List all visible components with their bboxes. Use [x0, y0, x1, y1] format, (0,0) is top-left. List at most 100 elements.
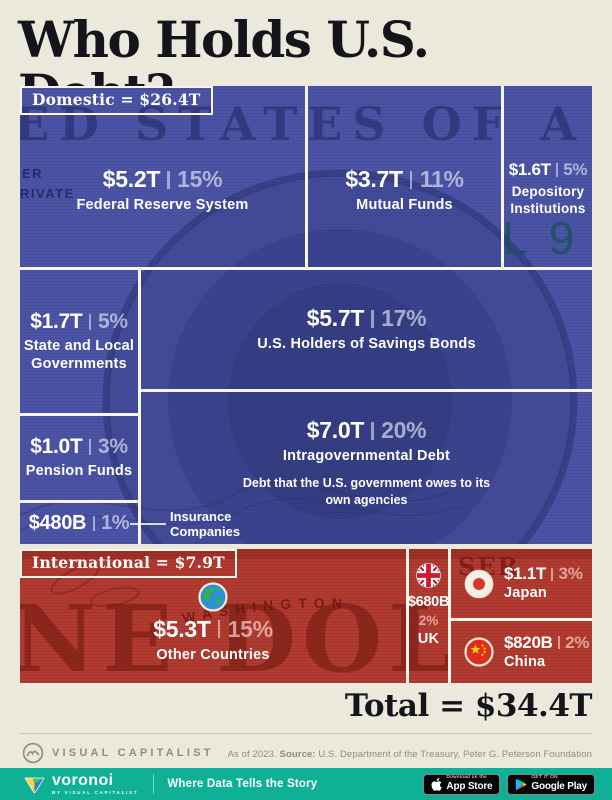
value-separator — [556, 163, 558, 177]
cell-value: $3.7T — [345, 166, 403, 193]
domestic-group-label: Domestic = $26.4T — [20, 86, 213, 115]
cell-label: Other Countries — [156, 646, 270, 663]
voronoi-name: voronoi — [52, 771, 114, 789]
texture-top-letters: ED STATES OF A — [20, 97, 586, 151]
cell-note: Debt that the U.S. government owes to it… — [242, 475, 491, 507]
app-store-badge[interactable]: Download on the App Store — [423, 773, 501, 795]
voronoi-brand: voronoi BY VISUAL CAPITALIST — [24, 771, 139, 796]
total-label: Total = $34.4T — [344, 688, 593, 724]
cell-value: $480B — [28, 512, 87, 534]
voronoi-subtitle: BY VISUAL CAPITALIST — [52, 789, 139, 795]
cell-label: Federal Reserve System — [76, 197, 249, 214]
visual-capitalist-brand: VISUAL CAPITALIST — [22, 742, 214, 764]
treemap-cell-mutual-funds: $3.7T 11% Mutual Funds — [308, 86, 501, 267]
cell-percent: 11% — [419, 166, 464, 193]
insurance-callout-label: Insurance Companies — [170, 509, 241, 540]
app-store-badge-top: Download on the — [446, 775, 487, 781]
texture-left-word-2: RIVATE — [20, 186, 75, 201]
treemap-cell-pension-funds: $1.0T 3% Pension Funds — [20, 416, 138, 500]
treemap-divider — [20, 267, 592, 270]
voronoi-logo — [24, 777, 45, 793]
treemap-divider — [138, 270, 141, 544]
treemap-divider — [20, 500, 138, 503]
cell-percent: 2% — [565, 632, 590, 652]
treemap-cell-savings-bonds: $5.7T 17% U.S. Holders of Savings Bonds — [141, 270, 592, 389]
cell-percent: 17% — [381, 305, 427, 332]
texture-serial-number: L 9 — [502, 212, 579, 264]
treemap-cell-china: $820B 2% China — [451, 621, 592, 683]
cell-value: $820B — [504, 632, 553, 652]
google-play-badge-label: Google Play — [531, 780, 587, 792]
cell-value: $1.7T — [30, 309, 83, 333]
cell-percent: 1% — [100, 512, 130, 534]
cell-percent: 5% — [563, 160, 588, 180]
cell-value: $1.1T — [504, 564, 546, 584]
value-separator — [92, 515, 95, 532]
value-separator — [217, 620, 221, 639]
cell-value: $1.0T — [30, 435, 83, 459]
cell-value: $5.7T — [306, 305, 365, 332]
engraving-bands-red — [20, 549, 592, 683]
value-separator — [371, 421, 374, 440]
treemap-cell-depository-institutions: $1.6T 5% Depository Institutions — [504, 86, 592, 267]
treemap-cell-federal-reserve: $5.2T 15% Federal Reserve System — [20, 86, 305, 267]
japan-flag-icon — [464, 569, 494, 598]
cell-label: Japan — [504, 585, 547, 602]
cell-percent: 20% — [381, 417, 427, 444]
treemap-cell-intragovernmental-debt: $7.0T 20% Intragovernmental Debt Debt tha… — [141, 392, 592, 544]
cell-value: $5.2T — [102, 166, 161, 193]
value-separator — [167, 170, 170, 189]
domestic-treemap-section: ED STATES OF A ER RIVATE L 9 Domestic = … — [20, 86, 592, 544]
cell-label: Mutual Funds — [356, 197, 453, 214]
uk-flag-icon — [416, 563, 441, 588]
insurance-callout-line — [130, 523, 166, 525]
treemap-divider — [451, 618, 592, 621]
visual-capitalist-logo — [22, 742, 44, 764]
cell-label: China — [504, 653, 546, 670]
value-separator — [89, 313, 92, 330]
as-of-text: As of 2023. — [227, 749, 277, 760]
treemap-divider — [20, 413, 138, 416]
texture-left-word-1: ER — [22, 166, 43, 181]
treemap-divider — [305, 86, 308, 267]
store-badges: Download on the App Store GET IT ON Goog… — [423, 773, 595, 795]
international-group-label: International = $7.9T — [20, 549, 237, 578]
treemap-cell-uk: $680B 2% UK — [407, 549, 450, 683]
cell-label: Depository Institutions — [510, 184, 586, 216]
cell-label: Intragovernmental Debt — [282, 448, 451, 465]
value-separator — [551, 567, 554, 581]
china-flag-icon — [464, 637, 494, 667]
cell-value: $680B — [407, 594, 450, 610]
value-separator — [558, 636, 560, 650]
banner-divider — [153, 774, 155, 794]
treemap-divider — [501, 86, 504, 267]
treemap-divider — [141, 389, 592, 392]
treemap-cell-other-countries: $5.3T 15% Other Countries — [20, 549, 406, 683]
cell-value: $1.6T — [508, 160, 551, 180]
app-store-badge-label: App Store — [446, 780, 493, 792]
visual-capitalist-name: VISUAL CAPITALIST — [52, 747, 214, 759]
cell-value: $5.3T — [153, 615, 211, 642]
google-play-badge[interactable]: GET IT ON Google Play — [507, 773, 595, 795]
globe-icon — [198, 582, 228, 612]
value-separator — [89, 438, 92, 456]
cell-value: $7.0T — [306, 417, 365, 444]
source-label: Source: — [279, 749, 316, 760]
source-text: U.S. Department of the Treasury, Peter G… — [318, 749, 592, 760]
treemap-cell-state-local-governments: $1.7T 5% State and Local Governments — [20, 270, 138, 413]
treemap-cell-japan: $1.1T 3% Japan — [451, 549, 592, 618]
cell-label: UK — [417, 631, 440, 647]
cell-percent: 2% — [418, 613, 439, 628]
cell-label: Pension Funds — [25, 463, 133, 480]
apple-logo-icon — [431, 777, 443, 791]
voronoi-banner: voronoi BY VISUAL CAPITALIST Where Data … — [0, 768, 612, 800]
cell-label: State and Local Governments — [23, 337, 135, 372]
voronoi-tagline: Where Data Tells the Story — [167, 778, 318, 790]
source-note: As of 2023. Source: U.S. Department of t… — [228, 749, 592, 760]
google-play-badge-top: GET IT ON — [531, 775, 558, 781]
cell-percent: 3% — [558, 564, 583, 584]
international-treemap-section: NE DOL WASHINGTON SER International = $7… — [20, 549, 592, 683]
treemap-cell-insurance-companies: $480B 1% — [20, 503, 138, 544]
footer-divider — [20, 733, 592, 734]
